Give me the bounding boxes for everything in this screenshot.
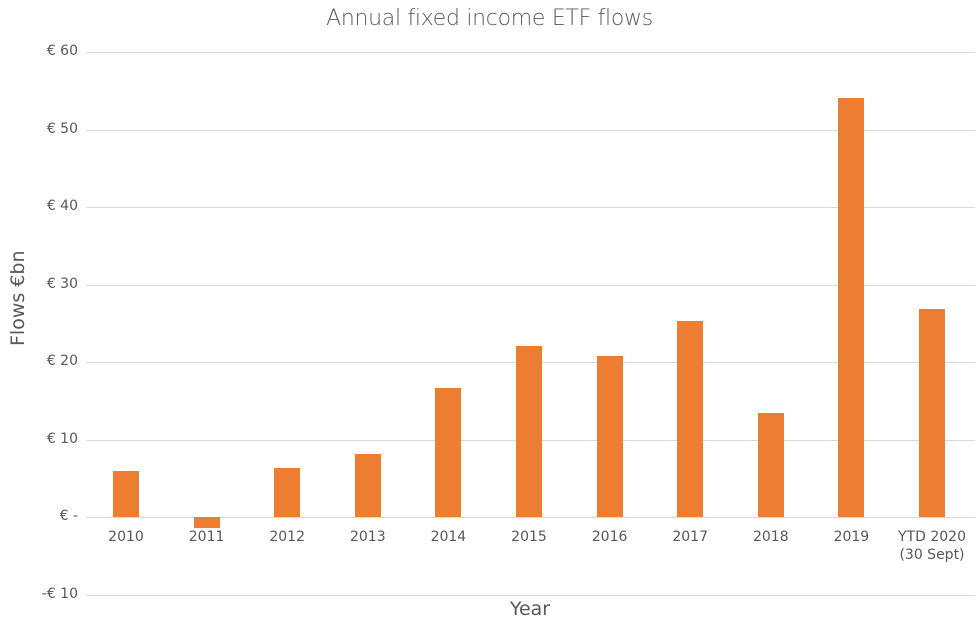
y-axis-title: Flows €bn <box>7 250 29 346</box>
bar <box>596 355 623 517</box>
x-tick-label: 2013 <box>349 529 386 545</box>
gridline <box>86 130 975 131</box>
gridline <box>86 207 975 208</box>
x-tick-label: 2018 <box>752 529 789 545</box>
y-tick-label: € - <box>59 508 78 524</box>
bar <box>757 413 784 517</box>
x-tick-label: YTD 2020 (30 Sept) <box>898 529 966 563</box>
x-tick-label: 2010 <box>108 529 144 545</box>
y-tick-label: -€ 10 <box>41 586 78 602</box>
gridline <box>86 595 975 596</box>
chart-title: Annual fixed income ETF flows <box>326 6 653 31</box>
y-tick-label: € 20 <box>46 353 78 369</box>
plot-area: € 60 € 50 € 40 € 30 € 20 € 10 € - -€ 10 2010 2011… <box>42 0 979 622</box>
x-axis-title: Year <box>509 598 551 620</box>
y-tick-label: € 30 <box>46 276 78 292</box>
bar <box>435 388 462 517</box>
x-tick-label: 2011 <box>188 529 225 545</box>
x-tick-label: 2015 <box>511 529 547 545</box>
y-tick-label: € 10 <box>46 431 78 447</box>
bar <box>354 454 381 517</box>
y-tick-label: € 60 <box>46 43 78 59</box>
x-tick-label: 2017 <box>672 529 708 545</box>
bar <box>838 97 865 517</box>
x-tick-label: 2014 <box>430 529 467 545</box>
bar <box>677 320 704 517</box>
y-tick-label: € 40 <box>46 198 78 214</box>
bar <box>274 468 301 517</box>
x-tick-label: 2019 <box>833 529 870 545</box>
bar <box>919 309 945 517</box>
bar <box>113 471 139 517</box>
gridline <box>86 285 975 286</box>
x-tick-label: 2016 <box>591 529 628 545</box>
gridline <box>86 517 975 518</box>
x-tick-label: 2012 <box>269 529 305 545</box>
gridline <box>86 52 975 53</box>
bar <box>193 517 220 528</box>
y-tick-label: € 50 <box>46 121 78 137</box>
bar <box>516 345 542 517</box>
